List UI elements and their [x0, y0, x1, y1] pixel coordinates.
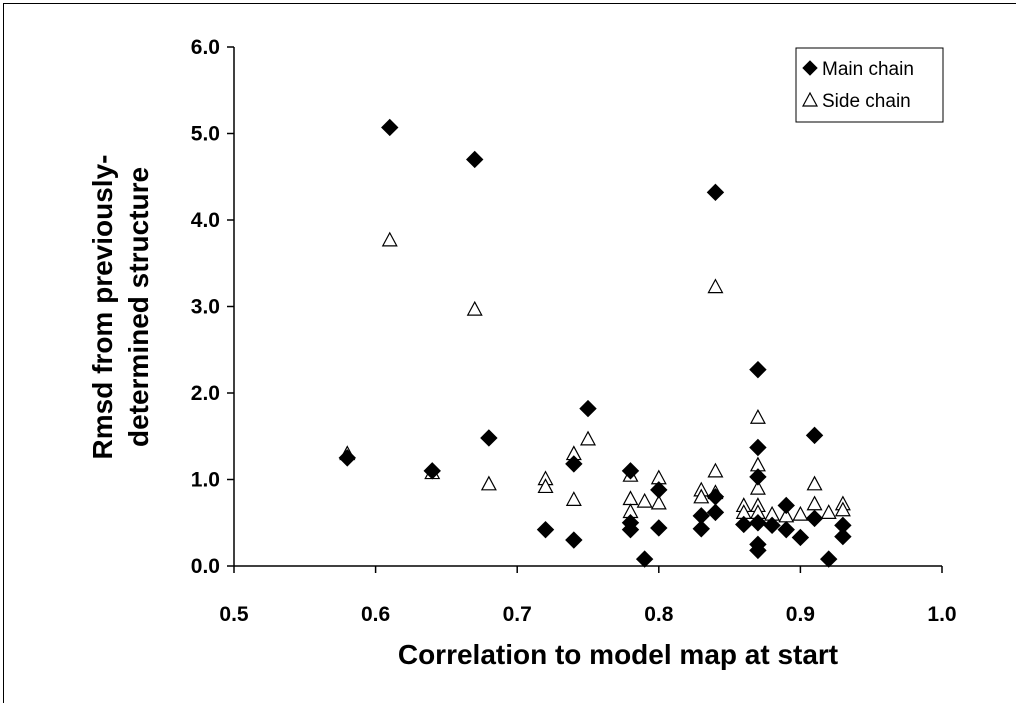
- legend-main-chain-label: Main chain: [822, 59, 914, 80]
- side-chain-point: [834, 501, 851, 517]
- side-chain-point: [806, 495, 823, 511]
- main-chain-point: [423, 462, 441, 480]
- main-chain-point: [706, 503, 725, 522]
- x-tick-label: 0.7: [503, 603, 532, 626]
- y-axis-title-line-2: determined structure: [123, 167, 154, 447]
- main-chain-point: [820, 550, 838, 568]
- y-tick-label: 0.0: [191, 555, 220, 578]
- y-tick-label: 1.0: [191, 469, 220, 492]
- side-chain-point: [565, 491, 582, 506]
- main-chain-point: [692, 520, 710, 538]
- side-chain-point: [693, 488, 710, 504]
- side-chain-point: [749, 479, 766, 495]
- x-tick-label: 0.8: [644, 603, 674, 626]
- side-chain-point: [749, 408, 766, 424]
- side-chain-point: [707, 462, 724, 478]
- x-axis-title: Correlation to model map at start: [398, 639, 838, 670]
- axes: [233, 47, 942, 567]
- x-tick-label: 0.5: [219, 603, 249, 626]
- legend: Main chain Side chain: [795, 47, 944, 123]
- y-axis-title-line-1: Rmsd from previously-: [87, 155, 118, 460]
- x-axis-ticks: 0.5 0.6 0.7 0.8 0.9 1.0: [219, 566, 957, 626]
- legend-box: [795, 47, 944, 123]
- main-chain-point: [777, 520, 795, 539]
- main-chain-point: [466, 150, 484, 169]
- side-chain-point: [650, 494, 667, 510]
- legend-side-chain-marker: [801, 91, 819, 107]
- chart-frame: [3, 3, 1016, 703]
- main-chain-point: [735, 515, 753, 534]
- legend-side-chain-label: Side chain: [822, 91, 911, 112]
- side-chain-point: [381, 231, 398, 247]
- main-chain-point: [621, 520, 640, 539]
- main-chain-point: [635, 550, 654, 568]
- main-chain-point: [791, 528, 810, 547]
- main-chain-point: [805, 509, 824, 528]
- side-chain-point: [579, 430, 597, 446]
- x-tick-label: 0.9: [786, 603, 815, 626]
- side-chain-point: [480, 475, 497, 491]
- y-tick-label: 4.0: [191, 209, 220, 232]
- side-chain-point: [820, 504, 837, 519]
- side-chain-point: [466, 300, 483, 316]
- main-chain-point: [834, 527, 852, 546]
- y-tick-label: 2.0: [191, 382, 220, 405]
- main-chain-point: [536, 520, 555, 539]
- main-chain-point: [763, 516, 781, 535]
- y-tick-label: 6.0: [191, 36, 220, 59]
- side-chain-point: [792, 505, 809, 521]
- main-chain-point: [749, 438, 767, 457]
- x-tick-label: 1.0: [927, 603, 956, 626]
- y-axis-ticks: 0.0 1.0 2.0 3.0 4.0 5.0 6.0: [191, 36, 234, 578]
- side-chain-point: [537, 478, 554, 494]
- main-chain-point: [650, 519, 668, 537]
- main-chain-point: [381, 118, 399, 137]
- main-chain-point: [777, 496, 795, 515]
- y-tick-label: 3.0: [191, 296, 220, 319]
- main-chain-point: [579, 399, 597, 418]
- main-chain-point: [650, 481, 668, 499]
- main-chain-point: [621, 462, 640, 480]
- side-chain-point: [806, 475, 823, 491]
- x-tick-label: 0.6: [361, 603, 390, 626]
- side-chain-point: [622, 490, 639, 506]
- side-chain-point: [707, 278, 724, 294]
- main-chain-series: [338, 118, 852, 568]
- side-chain-point: [636, 492, 653, 508]
- main-chain-point: [706, 183, 725, 202]
- main-chain-point: [805, 426, 824, 445]
- main-chain-point: [480, 429, 498, 447]
- legend-main-chain-marker: [802, 60, 818, 76]
- main-chain-point: [565, 455, 583, 473]
- main-chain-point: [749, 468, 767, 486]
- side-chain-series: [339, 231, 851, 523]
- main-chain-point: [749, 360, 767, 379]
- main-chain-point: [749, 514, 767, 532]
- main-chain-point: [565, 531, 583, 549]
- main-chain-point: [338, 449, 356, 467]
- main-chain-point: [706, 488, 725, 506]
- main-chain-point: [749, 541, 767, 560]
- y-tick-label: 5.0: [191, 123, 220, 146]
- y-axis-title: Rmsd from previously- determined structu…: [87, 155, 154, 460]
